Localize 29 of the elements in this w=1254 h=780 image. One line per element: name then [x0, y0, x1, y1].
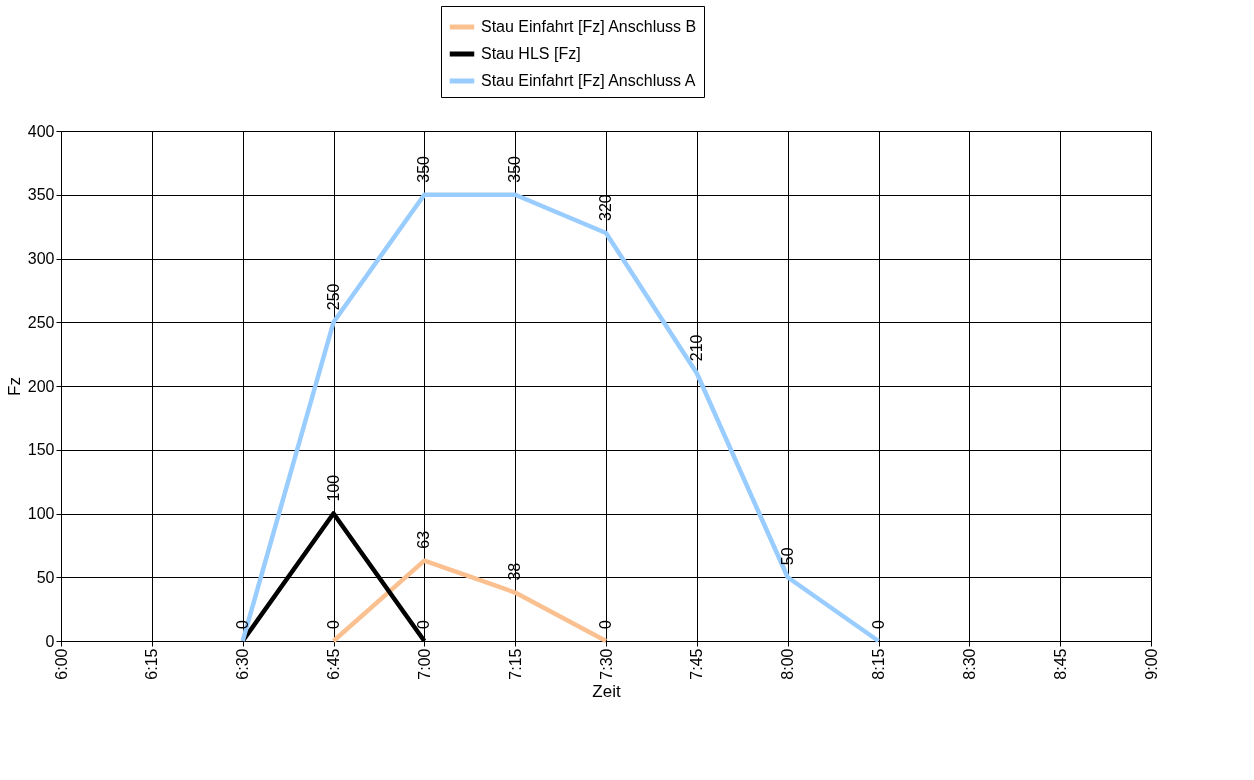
x-tick-label: 8:00 — [779, 648, 797, 680]
y-tick-label: 50 — [36, 568, 55, 586]
y-tick-label: 400 — [27, 122, 55, 140]
x-tick-label: 7:30 — [597, 648, 615, 680]
x-tick-label: 7:00 — [415, 648, 433, 680]
y-tick-label: 350 — [27, 186, 55, 204]
legend-label: Stau Einfahrt [Fz] Anschluss B — [481, 18, 697, 35]
y-tick-label: 0 — [45, 632, 55, 650]
x-tick-label: 7:15 — [506, 648, 524, 680]
y-tick-label: 200 — [27, 377, 55, 395]
x-tick-label: 8:45 — [1051, 648, 1069, 680]
data-label: 350 — [415, 155, 433, 183]
data-label: 350 — [506, 155, 524, 183]
y-axis-title: Fz — [4, 377, 24, 396]
x-axis-title: Zeit — [592, 681, 621, 701]
x-tick-label: 6:00 — [52, 648, 70, 680]
x-tick-label: 8:30 — [960, 648, 978, 680]
y-tick-label: 100 — [27, 505, 55, 522]
x-tick-label: 6:45 — [325, 648, 342, 680]
legend-label: Stau HLS [Fz] — [481, 45, 581, 62]
y-tick-label: 150 — [27, 441, 55, 459]
y-tick-label: 250 — [27, 313, 55, 331]
x-tick-label: 9:00 — [1142, 648, 1160, 680]
legend-label: Stau Einfahrt [Fz] Anschluss A — [481, 72, 696, 89]
x-tick-label: 6:15 — [143, 648, 161, 680]
x-tick-label: 7:45 — [688, 648, 706, 680]
y-tick-label: 300 — [27, 250, 55, 267]
x-tick-label: 6:30 — [234, 648, 252, 680]
x-tick-label: 8:15 — [870, 648, 887, 680]
